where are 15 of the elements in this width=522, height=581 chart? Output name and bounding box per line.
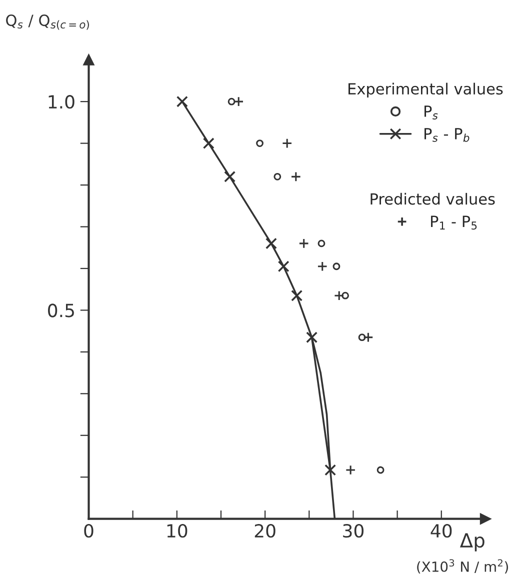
legend-label: P$_{s}$ - P$_{b}$ bbox=[424, 128, 470, 142]
text: (X10$^{3}$ N / m$^{2}$) bbox=[417, 559, 508, 574]
x-tick-label: 0 bbox=[84, 524, 94, 538]
y-tick-label: 0.5 bbox=[48, 304, 74, 318]
x-axis-title: Δp bbox=[460, 533, 484, 552]
y-tick-label: 1.0 bbox=[48, 95, 74, 109]
x-tick-label: 40 bbox=[430, 524, 452, 538]
legend-title: Experimental values bbox=[348, 82, 503, 98]
x-tick-label: 30 bbox=[343, 524, 364, 538]
y-axis-title: Q$_{s}$ / Q$_{s(c=o)}$ bbox=[6, 14, 89, 30]
x-tick-label: 10 bbox=[167, 524, 188, 538]
legend-label: P$_{1}$ - P$_{5}$ bbox=[431, 216, 477, 230]
annotation: Predicted values bbox=[370, 192, 495, 205]
legend-label: P$_{s}$ bbox=[424, 106, 438, 120]
x-tick-label: 20 bbox=[254, 524, 276, 538]
